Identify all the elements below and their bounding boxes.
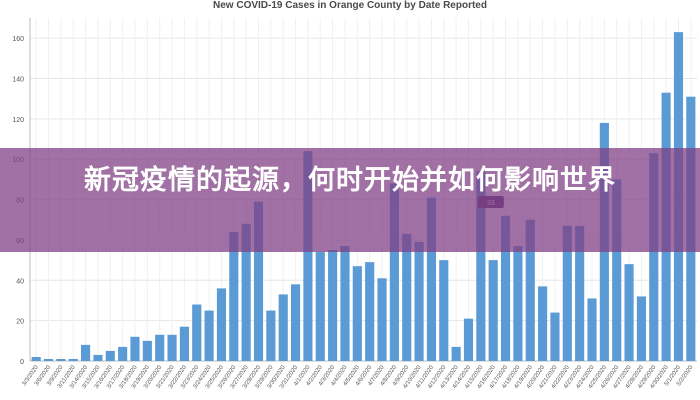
headline-text: 新冠疫情的起源，何时开始并如何影响世界	[84, 165, 616, 196]
bar	[649, 153, 659, 361]
bar	[241, 223, 251, 361]
bar	[328, 250, 338, 361]
bar	[612, 179, 622, 361]
bar	[81, 344, 91, 361]
bar	[575, 225, 585, 361]
y-tick-label: 160	[12, 36, 24, 43]
bar	[352, 266, 362, 361]
bar	[402, 233, 412, 361]
bar	[130, 336, 140, 361]
bar	[278, 294, 288, 361]
bar	[550, 312, 560, 361]
bar	[56, 358, 66, 361]
bar	[315, 252, 325, 361]
headline-banner: 新冠疫情的起源，何时开始并如何影响世界	[0, 148, 700, 252]
bar	[118, 346, 128, 361]
bar	[587, 298, 597, 361]
y-tick-label: 140	[12, 77, 24, 84]
bar	[562, 225, 572, 361]
bar	[439, 260, 449, 361]
bar	[179, 326, 189, 361]
bar	[253, 201, 264, 361]
bar	[93, 354, 103, 361]
bar	[229, 231, 239, 361]
bar	[340, 245, 350, 361]
bar	[167, 334, 177, 361]
bar	[43, 358, 54, 361]
bar	[636, 296, 646, 361]
bar	[155, 334, 165, 361]
bar	[500, 215, 511, 361]
bar	[290, 284, 301, 361]
y-tick-label: 40	[16, 278, 24, 285]
bar	[389, 183, 399, 361]
bar	[538, 286, 548, 361]
bar	[463, 318, 474, 361]
bar	[192, 304, 202, 361]
bar	[216, 288, 227, 361]
bar	[266, 310, 276, 361]
bar	[204, 310, 214, 361]
bar	[414, 241, 424, 361]
bar	[31, 356, 41, 361]
bar	[105, 350, 115, 361]
bar	[68, 358, 78, 361]
bar	[513, 245, 523, 361]
bar	[377, 278, 387, 361]
bar	[451, 346, 461, 361]
bar	[426, 197, 437, 361]
chart-title: New COVID-19 Cases in Orange County by D…	[213, 0, 487, 11]
bar	[525, 219, 535, 361]
bar	[476, 171, 486, 361]
bar	[488, 260, 498, 361]
bar	[142, 340, 152, 361]
y-tick-label: 20	[16, 319, 24, 326]
y-tick-label: 120	[12, 117, 24, 124]
y-tick-label: 0	[20, 359, 24, 366]
bar	[365, 262, 375, 361]
x-tick-labels: 3/3/20203/6/20203/9/20203/11/20203/14/20…	[22, 364, 695, 390]
bar	[303, 151, 313, 361]
bar	[624, 264, 634, 361]
